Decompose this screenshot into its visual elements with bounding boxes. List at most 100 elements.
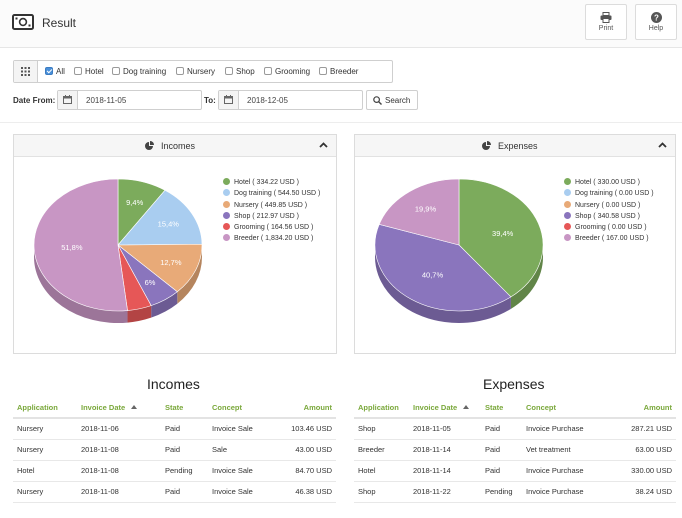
checkbox-hotel[interactable]: Hotel [74,66,104,78]
legend-item-nursery[interactable]: Nursery ( 0.00 USD ) [564,200,654,211]
calendar-icon [224,95,233,104]
column-header-concept[interactable]: Concept [208,398,278,419]
table-row[interactable]: Shop 2018-11-05 Paid Invoice Purchase 287.21… [354,418,676,440]
column-header-amount[interactable]: Amount [278,398,336,419]
column-header-state[interactable]: State [481,398,522,419]
sort-asc-icon[interactable] [131,405,138,409]
checkbox-icon[interactable] [112,67,120,75]
chevron-up-icon[interactable] [658,142,667,148]
cell-application: Shop [354,418,409,440]
sort-asc-icon[interactable] [463,405,470,409]
printer-icon [600,12,612,23]
chevron-up-icon[interactable] [319,142,328,148]
cell-concept: Invoice Sale [208,418,278,440]
pie-slice-side-breeder [34,245,128,323]
table-row[interactable]: Hotel 2018-11-08 Pending Invoice Sale 84.70 … [13,460,336,482]
search-icon [373,96,382,105]
table-row[interactable]: Nursery 2018-11-08 Paid Sale 43.00 USD [13,439,336,461]
incomes-table: Application Invoice Date State Concept A… [13,398,336,503]
checkbox-checked-icon[interactable] [45,67,53,75]
pie-slice-shop[interactable] [374,224,512,312]
legend-item-hotel[interactable]: Hotel ( 334.22 USD ) [223,177,320,188]
cell-state: Paid [481,439,522,461]
legend-item-grooming[interactable]: Grooming ( 164.56 USD ) [223,222,320,233]
incomes-section-title: Incomes [147,376,200,392]
checkbox-all[interactable]: All [45,66,65,78]
cell-amount: 330.00 USD [606,460,676,482]
pie-label-breeder: 19,9% [415,205,437,214]
help-button[interactable]: ? Help [635,4,677,40]
cell-state: Pending [161,460,208,482]
cell-concept: Sale [208,439,278,461]
cell-application: Nursery [13,418,77,440]
table-row[interactable]: Hotel 2018-11-14 Paid Invoice Purchase 330.0… [354,460,676,482]
grid-toggle-button[interactable] [14,61,38,82]
divider [0,122,682,123]
calendar-button[interactable] [58,91,78,109]
checkbox-dog-training[interactable]: Dog training [112,66,166,78]
cell-application: Breeder [354,439,409,461]
table-row[interactable]: Breeder 2018-11-14 Paid Vet treatment 63.00 … [354,439,676,461]
cell-state: Paid [161,439,208,461]
expenses-section-title: Expenses [483,376,545,392]
legend-item-dog-training[interactable]: Dog training ( 0.00 USD ) [564,188,654,199]
table-row[interactable]: Nursery 2018-11-06 Paid Invoice Sale 103.46 … [13,418,336,440]
cell-amount: 43.00 USD [278,439,336,461]
pie-slice-hotel[interactable] [458,178,544,298]
column-header-concept[interactable]: Concept [522,398,606,419]
legend-item-nursery[interactable]: Nursery ( 449.85 USD ) [223,200,320,211]
checkbox-shop[interactable]: Shop [225,66,255,78]
pie-slice-breeder[interactable] [33,178,128,312]
date-from-value[interactable]: 2018-11-05 [86,96,127,105]
pie-slice-dog-training[interactable] [117,189,203,246]
column-header-state[interactable]: State [161,398,208,419]
pie-label-hotel: 9,4% [126,198,143,207]
cell-invoice-date: 2018-11-08 [77,439,161,461]
pie-slice-breeder[interactable] [378,178,460,246]
cell-invoice-date: 2018-11-06 [77,418,161,440]
cell-invoice-date: 2018-11-14 [409,439,481,461]
expenses-pie-chart: 39,4% 40,7% 19,9% [374,178,544,323]
checkbox-icon[interactable] [176,67,184,75]
checkbox-grooming[interactable]: Grooming [264,66,310,78]
print-button[interactable]: Print [585,4,627,40]
cell-amount: 63.00 USD [606,439,676,461]
legend-item-dog-training[interactable]: Dog training ( 544.50 USD ) [223,188,320,199]
cell-application: Hotel [354,460,409,482]
legend-item-hotel[interactable]: Hotel ( 330.00 USD ) [564,177,654,188]
date-from-field[interactable]: 2018-11-05 [57,90,202,110]
legend-item-shop[interactable]: Shop ( 340.58 USD ) [564,211,654,222]
pie-label-shop: 6% [145,278,156,287]
checkbox-icon[interactable] [74,67,82,75]
pie-slice-nursery[interactable] [117,243,203,293]
date-to-value[interactable]: 2018-12-05 [247,96,288,105]
cell-concept: Invoice Purchase [522,418,606,440]
column-header-invoice-date[interactable]: Invoice Date [409,398,481,419]
checkbox-icon[interactable] [225,67,233,75]
pie-label-shop: 40,7% [422,271,444,280]
cell-concept: Invoice Purchase [522,481,606,503]
checkbox-nursery[interactable]: Nursery [176,66,215,78]
column-header-amount[interactable]: Amount [606,398,676,419]
table-row[interactable]: Shop 2018-11-22 Pending Invoice Purchase 38.… [354,481,676,503]
legend-item-breeder[interactable]: Breeder ( 167.00 USD ) [564,233,654,244]
checkbox-breeder[interactable]: Breeder [319,66,358,78]
legend-item-breeder[interactable]: Breeder ( 1,834.20 USD ) [223,233,320,244]
legend-item-shop[interactable]: Shop ( 212.97 USD ) [223,211,320,222]
checkbox-icon[interactable] [264,67,272,75]
column-header-application[interactable]: Application [354,398,409,419]
incomes-panel-title: Incomes [161,141,196,151]
search-button[interactable]: Search [366,90,418,110]
column-header-invoice-date[interactable]: Invoice Date [77,398,161,419]
legend-swatch [223,189,230,197]
cell-application: Nursery [13,481,77,503]
calendar-button[interactable] [219,91,239,109]
column-header-application[interactable]: Application [13,398,77,419]
pie-chart-icon [482,141,491,150]
date-to-field[interactable]: 2018-12-05 [218,90,363,110]
incomes-pie-chart: 9,4% 15,4% 12,7% 6% 51,8% [33,178,203,323]
expenses-panel-header: Expenses [355,135,675,157]
table-row[interactable]: Nursery 2018-11-08 Paid Invoice Sale 46.38 U… [13,481,336,503]
checkbox-icon[interactable] [319,67,327,75]
legend-item-grooming[interactable]: Grooming ( 0.00 USD ) [564,222,654,233]
